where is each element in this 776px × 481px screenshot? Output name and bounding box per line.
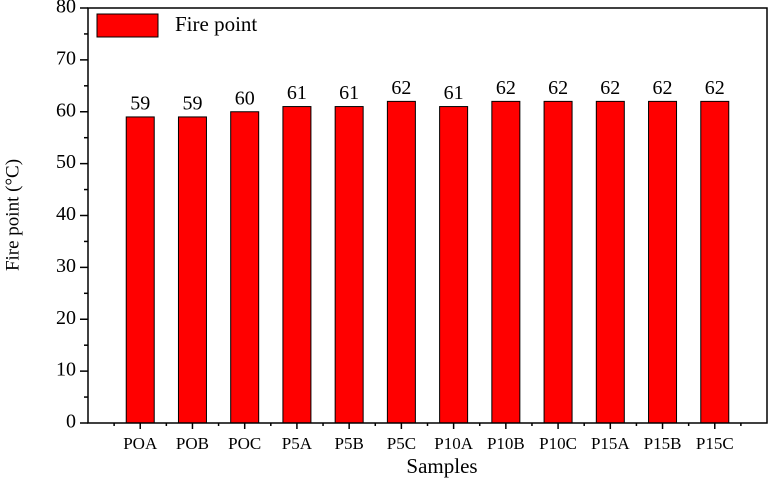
bar	[491, 100, 521, 424]
x-tick-label: POC	[228, 434, 261, 453]
bar	[334, 106, 364, 424]
data-label: 62	[391, 77, 411, 99]
y-tick-label: 70	[56, 47, 76, 69]
plot-frame	[87, 7, 768, 424]
y-tick-label: 50	[56, 151, 76, 173]
legend-label: Fire point	[175, 12, 257, 36]
y-tick-label: 20	[56, 307, 76, 329]
data-label: 62	[705, 77, 725, 99]
data-label: 62	[600, 77, 620, 99]
bar	[282, 106, 312, 424]
y-tick-label: 10	[56, 359, 76, 381]
x-tick-label: P5C	[387, 434, 416, 453]
data-label: 60	[235, 87, 255, 109]
bar	[230, 111, 260, 424]
legend-swatch	[96, 13, 159, 38]
bar	[177, 116, 207, 424]
y-tick-label: 60	[56, 99, 76, 121]
data-label: 61	[444, 82, 464, 104]
x-tick-label: P10C	[539, 434, 577, 453]
y-tick-label: 30	[56, 255, 76, 277]
data-label: 59	[182, 93, 202, 115]
data-label: 62	[653, 77, 673, 99]
x-tick-label: POA	[123, 434, 158, 453]
x-tick-label: P15B	[644, 434, 682, 453]
y-tick-label: 80	[56, 0, 76, 18]
y-tick-label: 0	[66, 411, 76, 433]
x-tick-label: P15A	[591, 434, 630, 453]
data-label: 61	[339, 82, 359, 104]
x-tick-label: P10B	[487, 434, 525, 453]
bar	[439, 106, 469, 424]
data-label: 62	[496, 77, 516, 99]
x-axis-title: Samples	[406, 454, 477, 478]
y-tick-label: 40	[56, 203, 76, 225]
data-label: 59	[130, 93, 150, 115]
bar	[543, 100, 573, 424]
y-axis-title: Fire point (°C)	[2, 159, 23, 271]
x-tick-label: P10A	[434, 434, 473, 453]
x-tick-label: P5A	[282, 434, 313, 453]
bar	[648, 100, 678, 424]
bar	[125, 116, 155, 424]
bar	[386, 100, 416, 424]
data-label: 61	[287, 82, 307, 104]
data-label: 62	[548, 77, 568, 99]
bar	[700, 100, 730, 424]
x-tick-label: P15C	[696, 434, 734, 453]
x-tick-label: P5B	[335, 434, 364, 453]
x-tick-label: POB	[176, 434, 209, 453]
bar	[595, 100, 625, 424]
